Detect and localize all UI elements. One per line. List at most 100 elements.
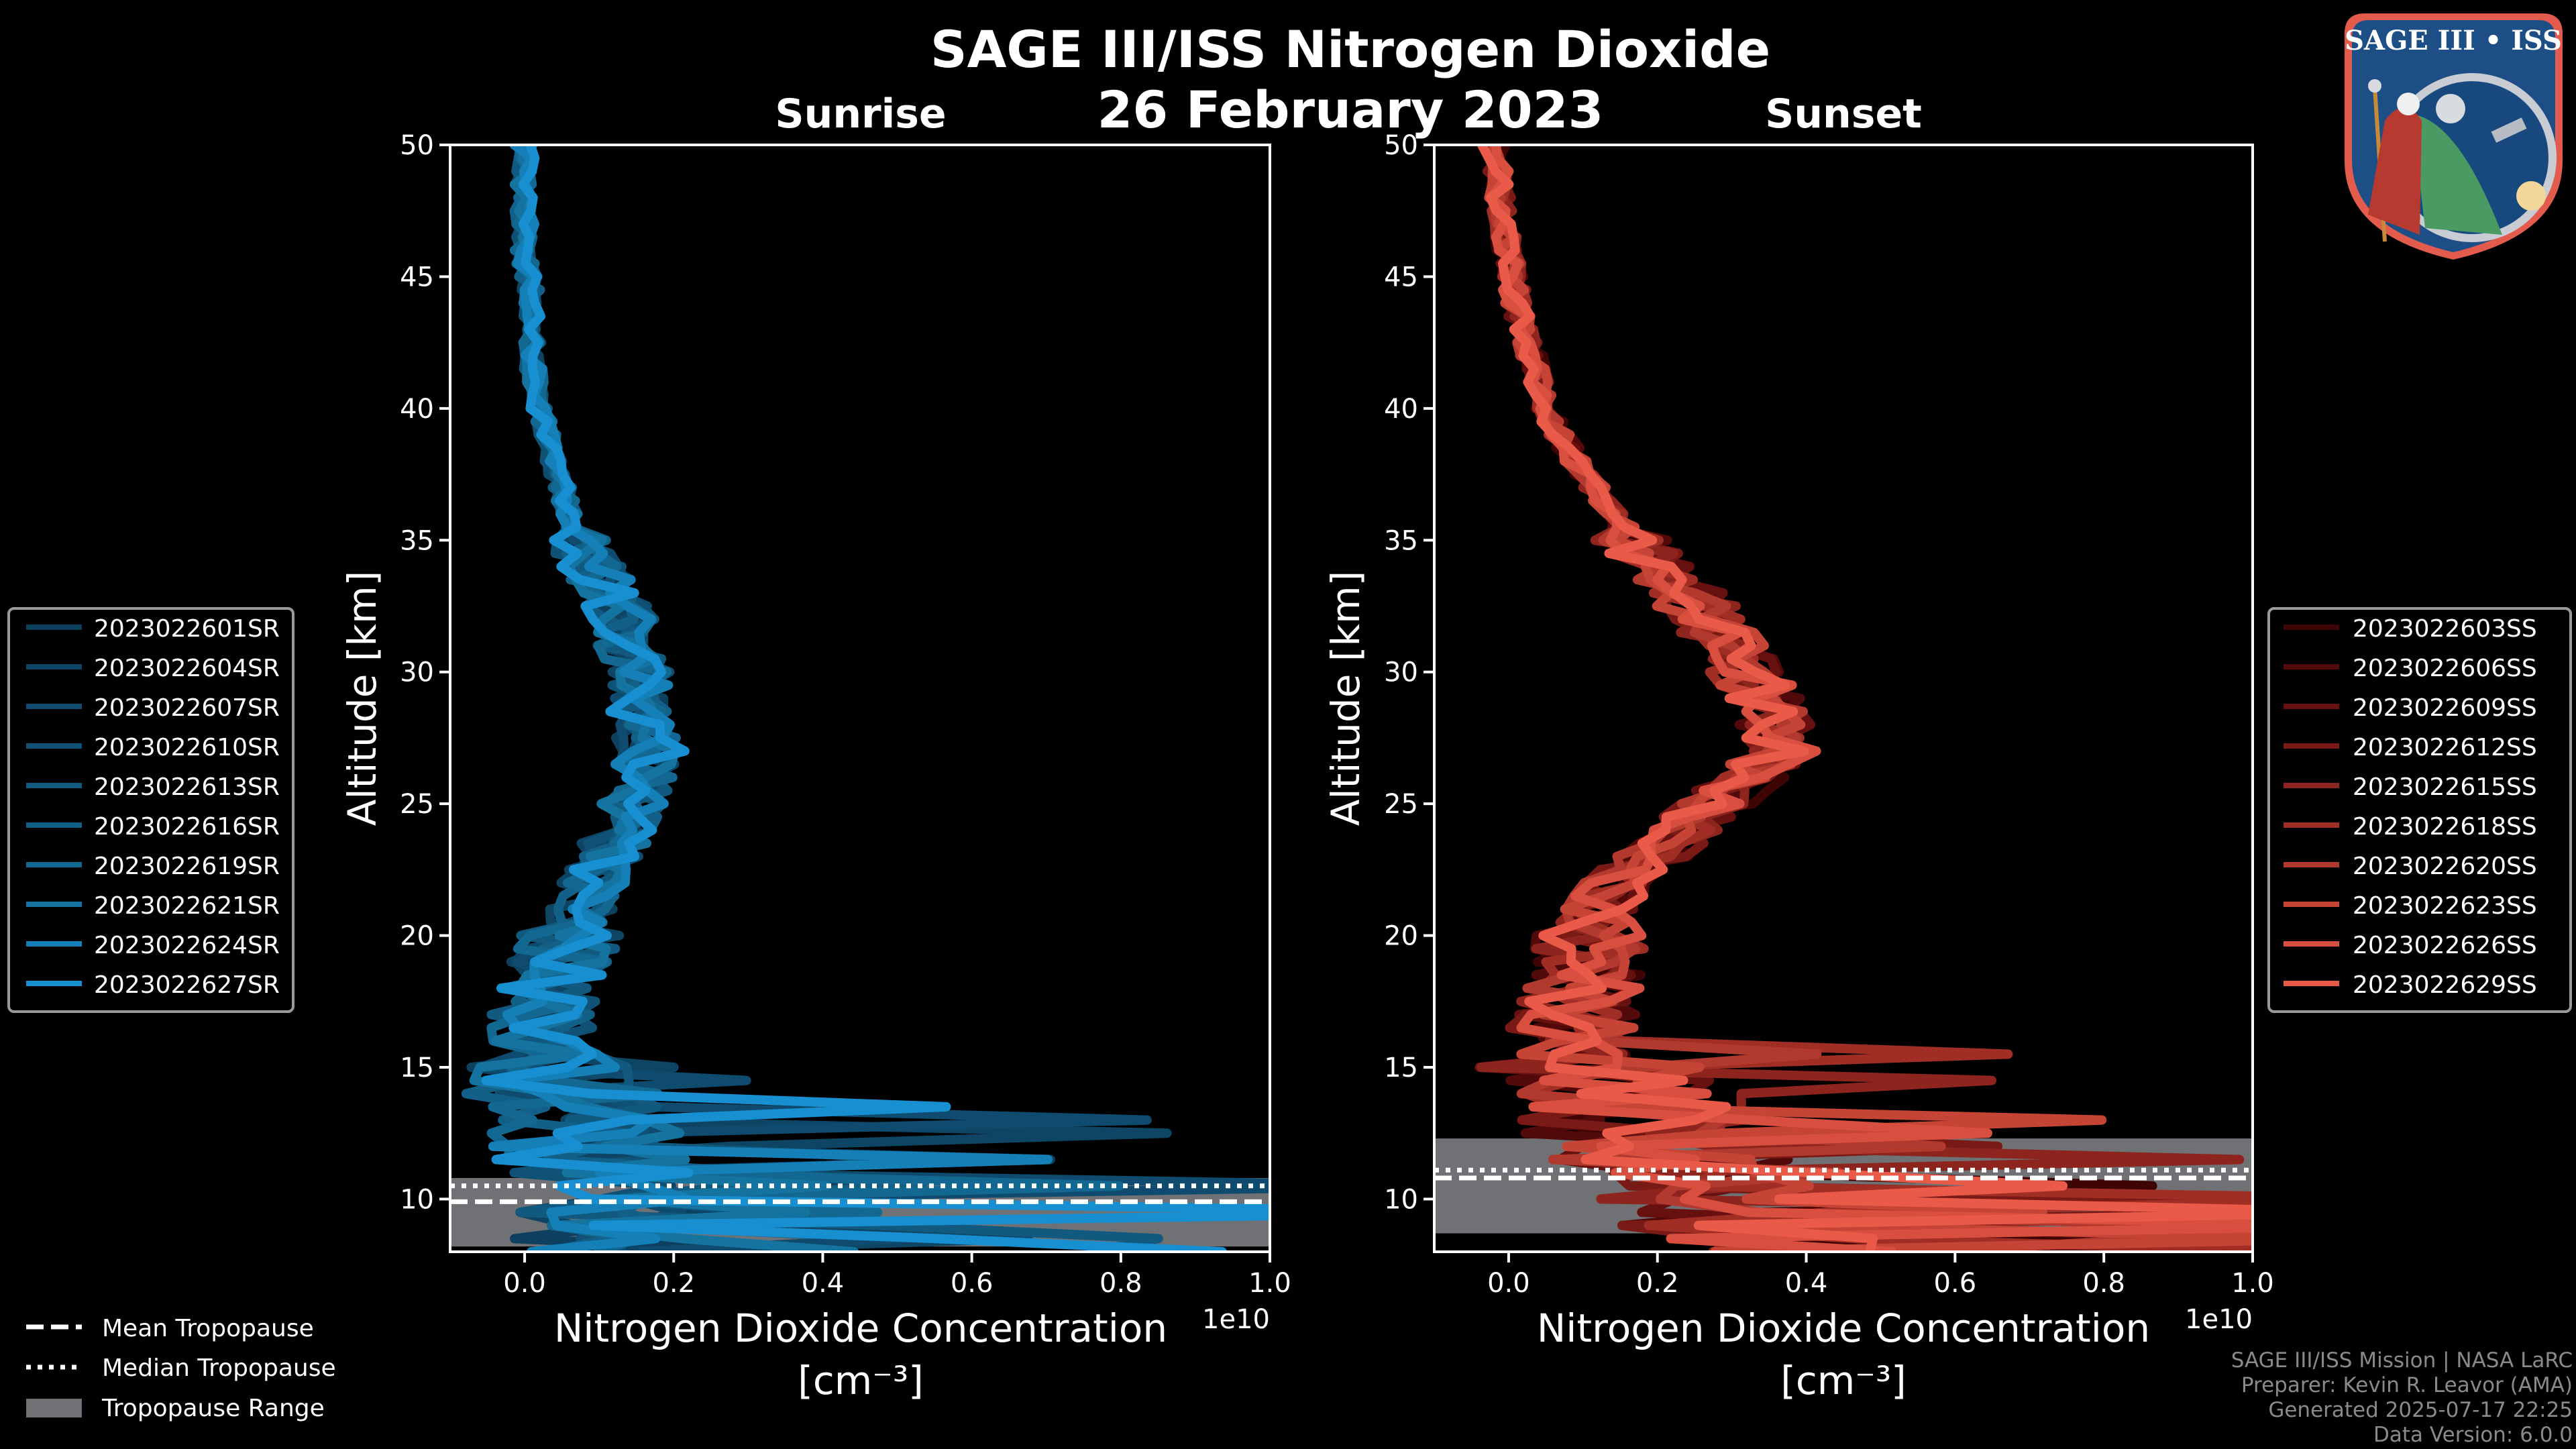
y-tick-label: 10 xyxy=(400,1184,434,1215)
median-tropopause-label: Median Tropopause xyxy=(102,1354,336,1382)
y-tick-label: 30 xyxy=(1384,657,1418,688)
legend-frame xyxy=(2267,607,2572,1013)
offset-text-sunset: 1e10 xyxy=(2185,1304,2253,1335)
legend-frame xyxy=(7,607,294,1013)
sage-iss-mission-logo: SAGE III • ISS xyxy=(2345,13,2563,260)
y-tick-label: 25 xyxy=(1384,789,1418,820)
legend-sunrise: 2023022601SR 2023022604SR 2023022607SR 2023… xyxy=(7,607,294,1013)
credits: SAGE III/ISS Mission | NASA LaRC Prepare… xyxy=(2231,1348,2573,1447)
legend-item: 2023022629SS xyxy=(2284,971,2537,999)
x-tick-label: 1.0 xyxy=(1248,1268,1291,1299)
legend-item: 2023022606SS xyxy=(2284,655,2537,682)
credit-line: Generated 2025-07-17 22:25 xyxy=(2268,1398,2573,1422)
x-axis-unit-sunrise: [cm⁻³] xyxy=(798,1358,924,1403)
sunrise-plot: 0.0 0.2 0.4 0.6 0.8 1.0 10 15 20 25 30 35 40 45 50 xyxy=(400,130,1291,1299)
legend-item: 2023022612SS xyxy=(2284,734,2537,761)
legend-label: 2023022619SR xyxy=(94,853,280,880)
y-tick-label: 35 xyxy=(1384,525,1418,556)
legend-label: 2023022629SS xyxy=(2353,971,2537,999)
y-tick-label: 20 xyxy=(400,921,434,952)
legend-item: 2023022621SR xyxy=(26,892,280,920)
legend-label: 2023022610SR xyxy=(94,734,280,761)
y-tick-label: 15 xyxy=(400,1053,434,1083)
tropopause-legend: Mean Tropopause Median Tropopause Tropop… xyxy=(26,1315,336,1422)
legend-item: 2023022615SS xyxy=(2284,773,2537,801)
mean-tropopause-label: Mean Tropopause xyxy=(102,1315,314,1342)
plot-area xyxy=(1434,145,2253,1252)
axes-frame xyxy=(1433,144,2254,1253)
y-axis-label-sunset: Altitude [km] xyxy=(1323,571,1368,826)
legend-item: 2023022616SR xyxy=(26,813,280,841)
y-tick-label: 40 xyxy=(400,394,434,425)
x-tick-label: 0.0 xyxy=(503,1268,546,1299)
y-tick-label: 25 xyxy=(400,789,434,820)
legend-label: 2023022609SS xyxy=(2353,694,2537,722)
profile-line-2023022627SR xyxy=(481,145,1270,1252)
x-tick-label: 0.6 xyxy=(951,1268,994,1299)
legend-item: 2023022604SR xyxy=(26,655,280,682)
figure-date: 26 February 2023 xyxy=(1097,80,1604,140)
legend-item: 2023022607SR xyxy=(26,694,280,722)
legend-label: 2023022618SS xyxy=(2353,813,2537,841)
legend-item: 2023022613SR xyxy=(26,773,280,801)
x-tick-label: 0.6 xyxy=(1934,1268,1977,1299)
x-axis-label-sunset: Nitrogen Dioxide Concentration xyxy=(1537,1305,2150,1351)
tropopause-range-swatch xyxy=(26,1399,82,1417)
legend-item: 2023022618SS xyxy=(2284,813,2537,841)
x-axis-unit-sunset: [cm⁻³] xyxy=(1780,1358,1907,1403)
y-tick-label: 15 xyxy=(1384,1053,1418,1083)
y-tick-label: 35 xyxy=(400,525,434,556)
legend-item: 2023022610SR xyxy=(26,734,280,761)
legend-label: 2023022623SS xyxy=(2353,892,2537,920)
legend-item: 2023022623SS xyxy=(2284,892,2537,920)
legend-label: 2023022627SR xyxy=(94,971,280,999)
panel-title-sunrise: Sunrise xyxy=(775,91,946,138)
y-tick-label: 30 xyxy=(400,657,434,688)
legend-label: 2023022624SR xyxy=(94,932,280,959)
x-tick-label: 0.4 xyxy=(1785,1268,1828,1299)
legend-label: 2023022612SS xyxy=(2353,734,2537,761)
x-axis-label-sunrise: Nitrogen Dioxide Concentration xyxy=(554,1305,1167,1351)
y-tick-label: 40 xyxy=(1384,394,1418,425)
legend-item: 2023022626SS xyxy=(2284,932,2537,959)
profile-line-2023022629SS xyxy=(1477,145,2253,1252)
axes-frame xyxy=(449,144,1271,1253)
offset-text-sunrise: 1e10 xyxy=(1202,1304,1270,1335)
legend-label: 2023022603SS xyxy=(2353,615,2537,643)
legend-item: 2023022619SR xyxy=(26,853,280,880)
legend-item: 2023022601SR xyxy=(26,615,280,643)
legend-label: 2023022606SS xyxy=(2353,655,2537,682)
credit-line: Preparer: Kevin R. Leavor (AMA) xyxy=(2241,1373,2573,1397)
legend-item: 2023022609SS xyxy=(2284,694,2537,722)
y-axis-label-sunrise: Altitude [km] xyxy=(339,571,385,826)
x-tick-label: 0.8 xyxy=(1099,1268,1142,1299)
figure-title: SAGE III/ISS Nitrogen Dioxide xyxy=(930,19,1770,79)
legend-item: 2023022627SR xyxy=(26,971,280,999)
legend-label: 2023022607SR xyxy=(94,694,280,722)
y-tick-label: 20 xyxy=(1384,921,1418,952)
y-tick-label: 50 xyxy=(400,130,434,161)
legend-item: 2023022620SS xyxy=(2284,853,2537,880)
legend-label: 2023022621SR xyxy=(94,892,280,920)
legend-label: 2023022616SR xyxy=(94,813,280,841)
tropopause-range-label: Tropopause Range xyxy=(101,1395,325,1422)
panel-title-sunset: Sunset xyxy=(1765,91,1922,138)
x-tick-label: 0.4 xyxy=(802,1268,845,1299)
svg-text:SAGE III • ISS: SAGE III • ISS xyxy=(2345,25,2562,56)
x-tick-label: 0.0 xyxy=(1487,1268,1530,1299)
legend-label: 2023022615SS xyxy=(2353,773,2537,801)
legend-label: 2023022601SR xyxy=(94,615,280,643)
legend-label: 2023022613SR xyxy=(94,773,280,801)
legend-label: 2023022626SS xyxy=(2353,932,2537,959)
y-tick-label: 50 xyxy=(1384,130,1418,161)
y-tick-label: 45 xyxy=(400,262,434,292)
y-tick-label: 45 xyxy=(1384,262,1418,292)
sunset-plot: 0.0 0.2 0.4 0.6 0.8 1.0 10 15 20 25 30 35 40 45 50 xyxy=(1384,130,2274,1299)
y-tick-label: 10 xyxy=(1384,1184,1418,1215)
legend-item: 2023022624SR xyxy=(26,932,280,959)
legend-label: 2023022620SS xyxy=(2353,853,2537,880)
x-tick-label: 0.2 xyxy=(1636,1268,1679,1299)
x-tick-label: 0.8 xyxy=(2082,1268,2125,1299)
credit-line: SAGE III/ISS Mission | NASA LaRC xyxy=(2231,1348,2573,1373)
